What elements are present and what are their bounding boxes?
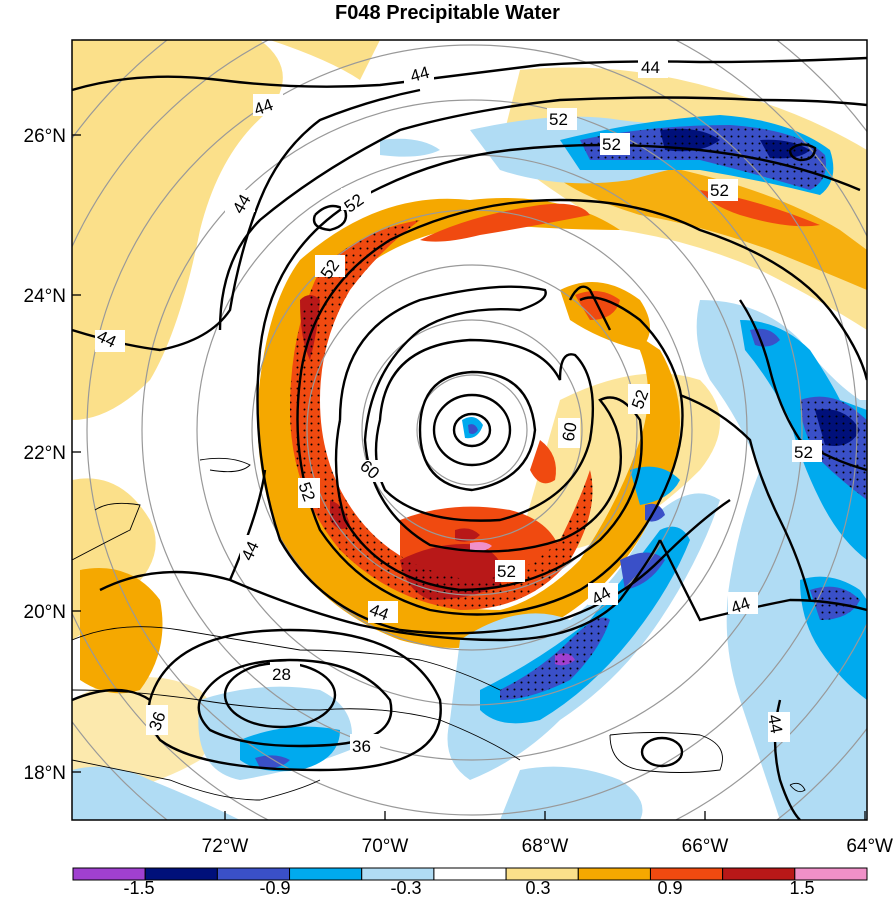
contour-label-group: 44 44 44 44 44 52 52 52 52 52 60 60 52	[94, 56, 822, 756]
lon-tick-label: 72°W	[202, 836, 249, 857]
colorbar-swatches	[72, 867, 868, 881]
storm-eye	[462, 416, 483, 439]
lat-tick-label: 24°N	[24, 286, 66, 307]
contour-label: 36	[352, 737, 371, 756]
axis-ticks	[72, 134, 866, 820]
contour-label: 52	[602, 135, 621, 154]
contour-label: 52	[497, 562, 516, 581]
lat-tick-label: 22°N	[24, 443, 66, 464]
lon-tick-labels: 72°W 70°W 68°W 66°W 64°W	[202, 836, 893, 857]
colorbar: -1.5 -0.9 -0.3 0.3 0.9 1.5	[72, 867, 868, 898]
contour-label: 44	[641, 58, 660, 77]
lon-tick-label: 70°W	[362, 836, 409, 857]
colorbar-label: -0.3	[390, 878, 421, 898]
lon-tick-label: 64°W	[846, 836, 893, 857]
contour-label: 52	[794, 443, 813, 462]
colorbar-swatch	[794, 867, 868, 881]
contour-label: 52	[710, 181, 729, 200]
colorbar-swatch	[289, 867, 363, 881]
contour-label: 44	[408, 63, 431, 86]
lat-tick-label: 20°N	[24, 602, 66, 623]
lon-tick-label: 66°W	[682, 836, 729, 857]
colorbar-label: 1.5	[789, 878, 814, 898]
lon-tick-label: 68°W	[522, 836, 569, 857]
colorbar-swatch	[433, 867, 507, 881]
colorbar-label: -0.9	[259, 878, 290, 898]
positive-pink-max	[470, 542, 492, 552]
stipple-negative	[500, 125, 867, 700]
colorbar-swatch	[722, 867, 796, 881]
lat-tick-label: 26°N	[24, 126, 66, 147]
colorbar-label: 0.9	[657, 878, 682, 898]
colorbar-label: -1.5	[123, 878, 154, 898]
map-title: F048 Precipitable Water	[335, 2, 560, 24]
contour-label: 52	[549, 110, 568, 129]
height-contours	[72, 56, 867, 820]
lat-tick-label: 18°N	[24, 763, 66, 784]
contour-label: 60	[559, 421, 581, 443]
map-frame	[71, 39, 868, 821]
colorbar-swatch	[577, 867, 651, 881]
contour-label: 44	[764, 713, 786, 735]
lat-tick-labels: 26°N 24°N 22°N 20°N 18°N	[24, 126, 66, 784]
colorbar-swatch	[144, 867, 218, 881]
colorbar-label: 0.3	[525, 878, 550, 898]
colorbar-labels: -1.5 -0.9 -0.3 0.3 0.9 1.5	[123, 878, 814, 898]
coastlines	[72, 457, 806, 801]
contour-label: 28	[272, 665, 291, 684]
